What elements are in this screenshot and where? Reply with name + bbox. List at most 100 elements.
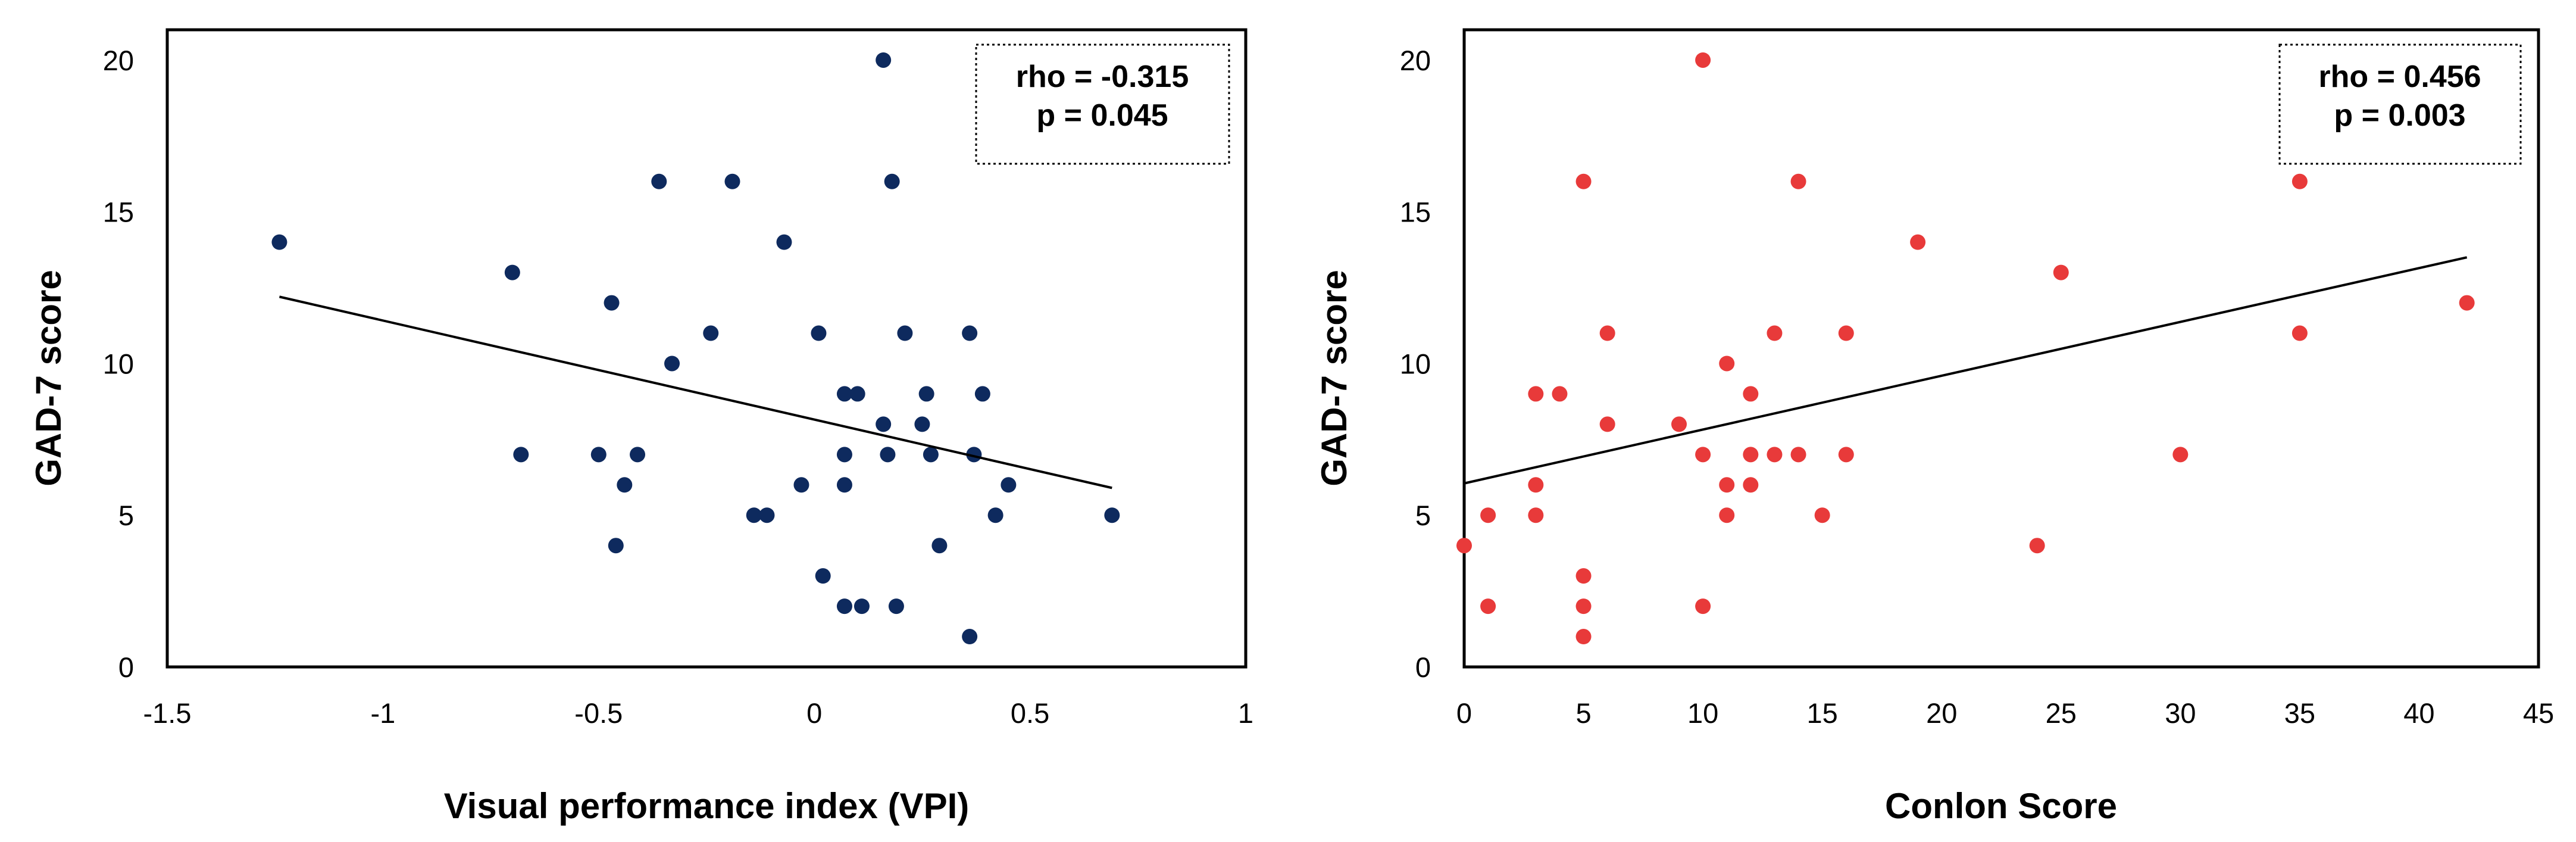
- data-point-26: [880, 447, 896, 463]
- data-point-30: [1910, 234, 1926, 250]
- data-point-13: [1671, 416, 1687, 432]
- data-point-3: [1528, 386, 1544, 402]
- y-tick-label: 15: [103, 197, 134, 228]
- x-tick-label: 1: [1238, 697, 1253, 729]
- x-tick-label: 0.5: [1011, 697, 1049, 729]
- data-point-6: [1552, 386, 1568, 402]
- x-tick-label: 25: [2046, 697, 2077, 729]
- data-point-5: [1528, 507, 1544, 523]
- data-point-20: [836, 477, 852, 493]
- stats-annotation: rho = -0.315 p = 0.045: [975, 43, 1230, 165]
- data-point-28: [888, 598, 904, 615]
- x-tick-labels: -1.5 -1 -0.5 0 0.5 1: [143, 697, 1254, 729]
- annotation-box: [2278, 43, 2522, 165]
- data-point-27: [884, 173, 900, 189]
- data-point-11: [1599, 325, 1615, 341]
- data-point-40: [1104, 507, 1120, 523]
- x-tick-label: 0: [806, 697, 822, 729]
- data-point-28: [1838, 325, 1854, 341]
- data-point-39: [1001, 477, 1017, 493]
- data-point-10: [703, 325, 719, 341]
- data-point-10: [1575, 629, 1592, 645]
- data-point-3: [590, 447, 607, 463]
- x-tick-labels: 0 5 10 15 20 25 30 35 40 45: [1456, 697, 2554, 729]
- data-point-23: [1767, 325, 1783, 341]
- x-tick-label: -1: [371, 697, 396, 729]
- y-tick-labels: 0 5 10 15 20: [103, 45, 134, 683]
- x-axis-title: Conlon Score: [1885, 786, 2117, 826]
- data-point-18: [836, 386, 852, 402]
- data-point-9: [1575, 598, 1592, 615]
- data-point-35: [2291, 325, 2308, 341]
- data-point-0: [1456, 538, 1472, 554]
- data-point-6: [617, 477, 633, 493]
- data-point-25: [1790, 173, 1806, 189]
- trend-line: [279, 295, 1112, 489]
- stats-annotation: rho = 0.456 p = 0.003: [2278, 43, 2522, 165]
- data-point-9: [664, 355, 680, 372]
- data-point-31: [2029, 538, 2045, 554]
- data-point-18: [1719, 477, 1735, 493]
- data-point-16: [811, 325, 827, 341]
- y-axis-title: GAD-7 score: [29, 270, 68, 486]
- data-point-38: [987, 507, 1003, 523]
- data-point-26: [1790, 447, 1806, 463]
- x-tick-label: 45: [2523, 697, 2554, 729]
- data-point-2: [1480, 598, 1496, 615]
- rho-label: rho = 0.456: [2318, 60, 2481, 94]
- x-tick-label: -0.5: [574, 697, 623, 729]
- x-tick-label: -1.5: [143, 697, 192, 729]
- data-point-17: [1719, 355, 1735, 372]
- data-point-7: [630, 447, 646, 463]
- x-tick-label: 10: [1687, 697, 1718, 729]
- data-point-14: [776, 234, 792, 250]
- data-point-21: [1743, 447, 1759, 463]
- p-value-label: p = 0.003: [2334, 98, 2465, 133]
- y-tick-label: 15: [1400, 197, 1431, 228]
- y-axis-title: GAD-7 score: [1314, 270, 1354, 486]
- data-point-32: [2053, 264, 2069, 280]
- data-point-19: [1719, 507, 1735, 523]
- data-point-16: [1695, 598, 1711, 615]
- data-point-15: [1695, 447, 1711, 463]
- y-tick-label: 20: [1400, 45, 1431, 76]
- y-tick-label: 10: [1400, 348, 1431, 379]
- data-point-36: [966, 447, 982, 463]
- data-point-31: [918, 386, 934, 402]
- data-point-34: [2291, 173, 2308, 189]
- data-point-27: [1814, 507, 1830, 523]
- x-tick-label: 5: [1575, 697, 1591, 729]
- x-tick-label: 40: [2403, 697, 2434, 729]
- x-tick-label: 0: [1456, 697, 1472, 729]
- plot-frame: [1462, 28, 2540, 669]
- data-point-29: [897, 325, 913, 341]
- x-axis-title: Visual performance index (VPI): [444, 786, 970, 826]
- y-tick-label: 5: [118, 500, 134, 531]
- annotation-box: [975, 43, 1230, 165]
- data-point-5: [608, 538, 624, 554]
- data-point-19: [836, 447, 852, 463]
- data-point-15: [793, 477, 809, 493]
- data-point-7: [1575, 173, 1592, 189]
- x-tick-label: 30: [2165, 697, 2196, 729]
- data-point-32: [923, 447, 939, 463]
- data-point-36: [2459, 295, 2475, 311]
- y-tick-label: 5: [1415, 500, 1431, 531]
- x-tick-label: 15: [1807, 697, 1838, 729]
- data-point-8: [1575, 568, 1592, 584]
- plot-frame: [165, 28, 1248, 669]
- data-point-37: [974, 386, 990, 402]
- data-point-12: [746, 507, 762, 523]
- p-value-label: p = 0.045: [1036, 98, 1168, 133]
- rho-label: rho = -0.315: [1016, 60, 1189, 94]
- data-point-33: [931, 538, 948, 554]
- data-point-13: [759, 507, 775, 523]
- data-point-4: [1528, 477, 1544, 493]
- data-point-35: [962, 629, 978, 645]
- data-point-23: [854, 598, 870, 615]
- data-point-11: [724, 173, 740, 189]
- y-tick-label: 10: [103, 348, 134, 379]
- data-point-0: [271, 234, 287, 250]
- y-tick-label: 0: [118, 651, 134, 683]
